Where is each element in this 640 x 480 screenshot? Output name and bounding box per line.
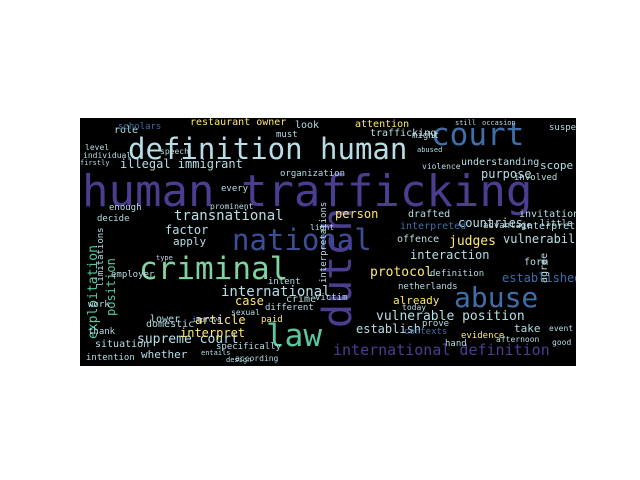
cloud-word: involved <box>514 173 558 183</box>
cloud-word: employer <box>111 270 155 280</box>
cloud-word: attention <box>355 119 410 130</box>
cloud-word: improve <box>192 316 222 324</box>
cloud-word: interpret <box>180 326 246 340</box>
cloud-word: situation <box>95 339 150 350</box>
cloud-word: individual <box>83 151 132 160</box>
cloud-word: law <box>266 318 322 354</box>
cloud-word: every <box>221 184 249 194</box>
cloud-word: abused <box>417 146 443 154</box>
cloud-word: definition <box>430 269 485 279</box>
cloud-word: role <box>114 125 139 136</box>
cloud-word: suspect <box>549 123 576 133</box>
cloud-word: level <box>85 143 110 152</box>
cloud-word: understanding <box>461 157 540 168</box>
cloud-word: agree <box>539 252 550 283</box>
cloud-word: factor <box>165 223 209 237</box>
cloud-word: domestic <box>146 319 195 330</box>
cloud-word: form <box>524 257 549 268</box>
cloud-word: prove <box>422 319 450 329</box>
cloud-word: scholars <box>118 122 162 132</box>
cloud-word: criminal <box>139 251 289 287</box>
cloud-word: countries <box>458 216 524 230</box>
cloud-word: invitation <box>519 209 576 220</box>
cloud-word: according <box>235 354 279 363</box>
cloud-word: court <box>431 118 525 153</box>
cloud-word: illegal immigrant <box>120 157 243 171</box>
cloud-word: scope <box>540 159 574 172</box>
cloud-word: crime <box>286 294 317 305</box>
cloud-word: look <box>295 120 320 131</box>
cloud-word: prominent <box>210 202 254 211</box>
cloud-word: interpreted <box>400 221 467 232</box>
cloud-word: thank <box>88 327 116 337</box>
cloud-word: protocol <box>370 265 433 280</box>
cloud-word: intention <box>86 353 135 363</box>
cloud-word: interpretations <box>319 201 329 283</box>
cloud-word: restaurant owner <box>190 118 287 128</box>
cloud-word: case <box>235 294 264 308</box>
cloud-word: national <box>232 223 372 257</box>
cloud-word: might <box>412 131 440 141</box>
cloud-word: establish <box>356 322 422 336</box>
cloud-word: specifically <box>216 342 282 352</box>
cloud-word: offence <box>397 234 440 245</box>
cloud-word: trafficking <box>370 128 437 139</box>
cloud-word: different <box>265 303 314 313</box>
cloud-word: lower <box>150 314 181 325</box>
cloud-word: supreme court <box>137 332 239 347</box>
cloud-word: must <box>276 130 298 140</box>
cloud-word: take <box>514 322 541 335</box>
cloud-word: netherlands <box>398 282 458 292</box>
cloud-word: good <box>552 338 572 347</box>
cloud-word: contexts <box>404 327 448 337</box>
cloud-word: human trafficking <box>82 166 533 217</box>
cloud-word: limitations <box>96 227 106 287</box>
cloud-word: organization <box>280 169 346 179</box>
cloud-word: victim <box>315 293 348 303</box>
cloud-word: paid <box>261 315 283 325</box>
cloud-word: article <box>195 313 246 327</box>
cloud-word: hand <box>445 339 467 349</box>
cloud-word: interaction <box>410 248 490 262</box>
cloud-word: little <box>540 219 573 229</box>
cloud-word: international definition <box>333 341 550 359</box>
cloud-word: abuse <box>454 281 539 314</box>
cloud-word: definition human <box>128 132 408 166</box>
cloud-word: event <box>549 324 574 333</box>
cloud-word: today <box>402 303 427 312</box>
cloud-word: violence <box>422 162 461 171</box>
cloud-word: occasion <box>482 119 516 127</box>
cloud-word: afternoon <box>496 335 540 344</box>
cloud-word: advantage <box>483 221 532 231</box>
cloud-word: international <box>221 284 331 300</box>
cloud-word: intent <box>268 277 301 287</box>
cloud-word: firstly <box>80 159 110 167</box>
cloud-word: transnational <box>174 208 284 224</box>
cloud-word: drafted <box>408 209 451 220</box>
cloud-word: whether <box>141 348 188 361</box>
cloud-word: evidence <box>461 331 505 341</box>
cloud-word: speech <box>160 147 189 156</box>
cloud-word: already <box>393 294 440 307</box>
cloud-word: vulnerability <box>503 232 576 246</box>
cloud-word: established <box>502 271 576 285</box>
cloud-word: enough <box>109 203 142 213</box>
cloud-word: design <box>226 356 252 364</box>
cloud-word: type <box>156 254 173 262</box>
word-cloud: human trafficking definition human court na… <box>80 118 576 366</box>
cloud-word: judges <box>449 234 496 249</box>
cloud-word: decide <box>97 214 130 224</box>
cloud-word: entails <box>201 349 231 357</box>
cloud-word: sexual <box>231 308 260 317</box>
cloud-word: vulnerable position <box>376 309 525 324</box>
cloud-word: apply <box>173 235 207 248</box>
cloud-word: still <box>455 119 477 127</box>
cloud-word: person <box>335 207 379 221</box>
cloud-word: light <box>310 223 335 232</box>
cloud-word: interpreting <box>521 221 576 232</box>
cloud-word: work <box>88 300 110 310</box>
cloud-word: purpose <box>481 167 532 181</box>
